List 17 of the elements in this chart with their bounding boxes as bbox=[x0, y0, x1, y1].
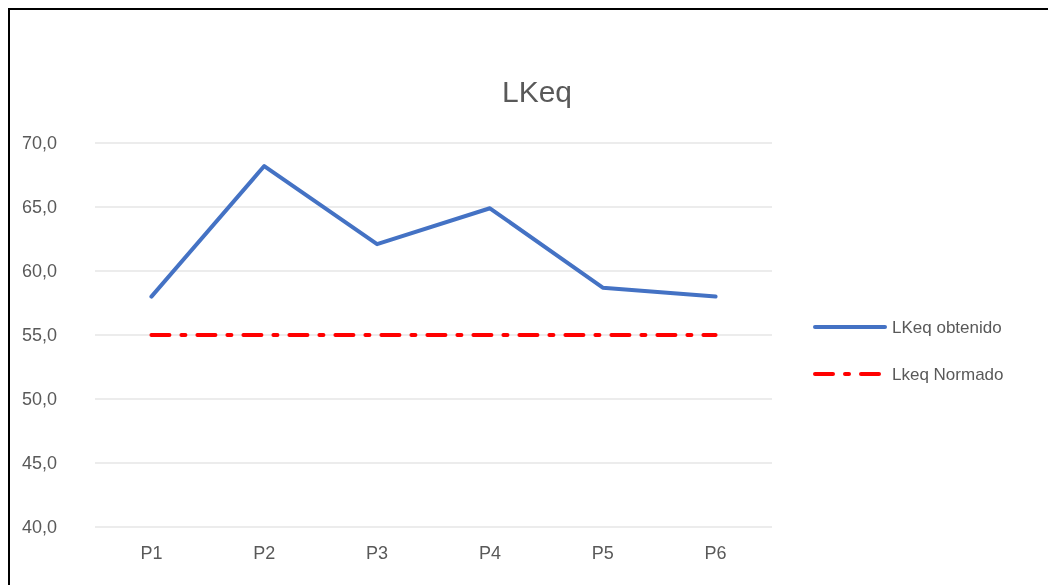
legend-label: LKeq obtenido bbox=[892, 317, 1002, 337]
x-tick-label: P2 bbox=[253, 543, 276, 563]
x-tick-label: P6 bbox=[704, 543, 727, 563]
x-tick-label: P1 bbox=[140, 543, 163, 563]
y-tick-label: 45,0 bbox=[21, 453, 57, 474]
y-tick-label: 70,0 bbox=[21, 133, 57, 154]
y-tick-label: 50,0 bbox=[21, 389, 57, 410]
x-tick-label: P4 bbox=[478, 543, 501, 563]
y-tick-label: 40,0 bbox=[21, 517, 57, 538]
y-tick-label: 55,0 bbox=[21, 325, 57, 346]
line-series bbox=[149, 164, 718, 299]
x-tick-label: P3 bbox=[366, 543, 389, 563]
legend-label: Lkeq Normado bbox=[892, 364, 1004, 384]
y-tick-label: 60,0 bbox=[21, 261, 57, 282]
y-tick-label: 65,0 bbox=[21, 197, 57, 218]
chart-title: LKeq bbox=[501, 75, 573, 108]
x-tick-label: P5 bbox=[591, 543, 614, 563]
